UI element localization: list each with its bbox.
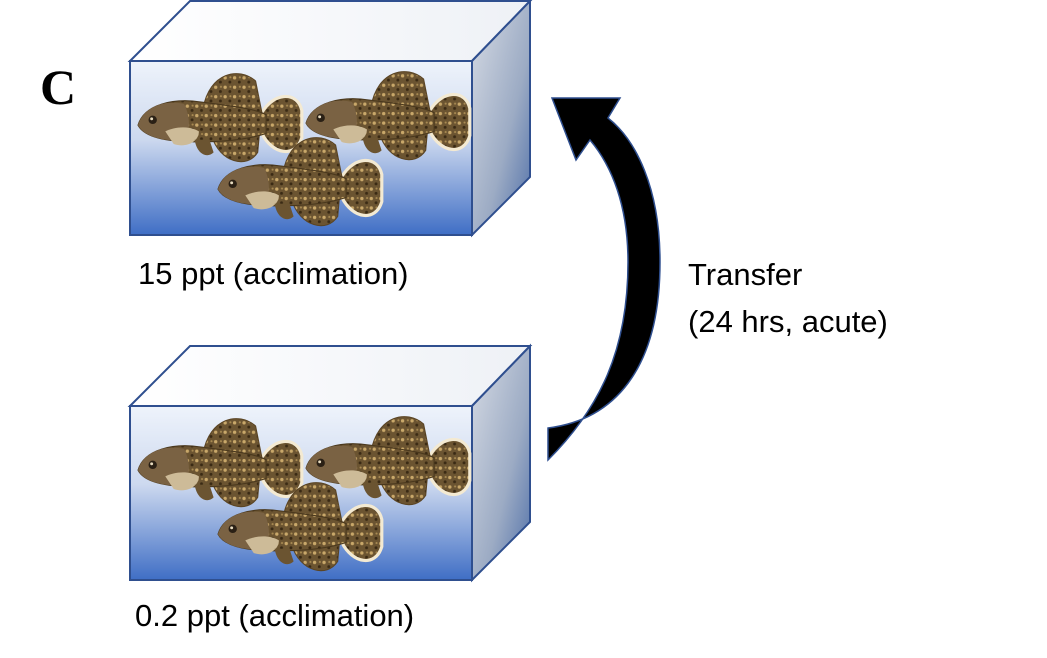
tank-top: [130, 1, 530, 235]
transfer-label-line2: (24 hrs, acute): [688, 304, 888, 339]
tank-top-graphic: [130, 1, 530, 235]
tank-bottom: [130, 346, 530, 580]
tank-bottom-graphic: [130, 346, 530, 580]
transfer-label-line1: Transfer: [688, 257, 802, 292]
tank-bottom-caption: 0.2 ppt (acclimation): [135, 598, 414, 633]
tank-top-caption: 15 ppt (acclimation): [138, 256, 409, 291]
transfer-arrow: [547, 97, 661, 462]
panel-label: C: [40, 59, 76, 115]
